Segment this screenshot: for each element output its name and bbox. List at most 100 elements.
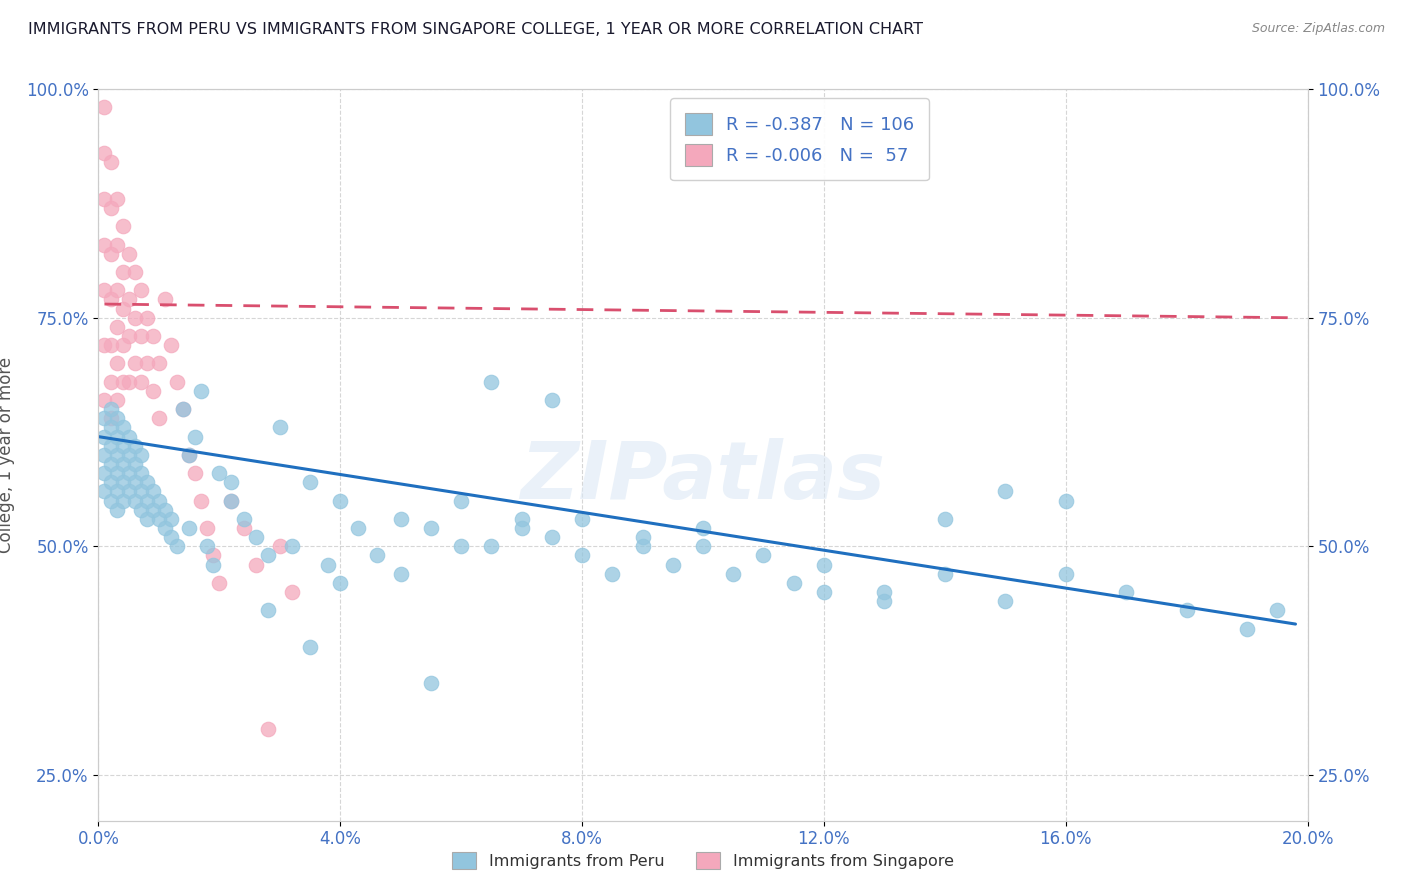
- Point: [160, 338, 183, 352]
- Point: [631, 539, 654, 553]
- Point: [105, 237, 128, 252]
- Point: [118, 246, 141, 260]
- Point: [93, 146, 115, 161]
- Point: [540, 392, 562, 407]
- Point: [245, 530, 267, 544]
- Point: [256, 723, 278, 737]
- Point: [571, 512, 593, 526]
- Point: [105, 430, 128, 444]
- Point: [135, 475, 157, 490]
- Point: [105, 283, 128, 297]
- Point: [813, 558, 835, 572]
- Point: [111, 375, 134, 389]
- Point: [111, 475, 134, 490]
- Point: [153, 521, 176, 535]
- Point: [184, 430, 207, 444]
- Point: [142, 484, 165, 499]
- Point: [129, 502, 152, 516]
- Point: [93, 430, 115, 444]
- Point: [118, 329, 141, 343]
- Point: [111, 420, 134, 434]
- Point: [118, 430, 141, 444]
- Point: [202, 549, 225, 563]
- Point: [934, 512, 956, 526]
- Point: [124, 475, 146, 490]
- Point: [221, 475, 243, 490]
- Point: [184, 467, 207, 481]
- Point: [160, 512, 183, 526]
- Point: [221, 493, 243, 508]
- Point: [179, 448, 201, 462]
- Point: [100, 439, 122, 453]
- Point: [1054, 566, 1077, 581]
- Point: [347, 521, 370, 535]
- Text: Source: ZipAtlas.com: Source: ZipAtlas.com: [1251, 22, 1385, 36]
- Point: [316, 558, 339, 572]
- Point: [232, 512, 254, 526]
- Point: [148, 493, 170, 508]
- Point: [100, 475, 122, 490]
- Point: [111, 301, 134, 316]
- Point: [118, 484, 141, 499]
- Point: [190, 493, 212, 508]
- Point: [124, 356, 146, 371]
- Point: [873, 594, 896, 608]
- Y-axis label: College, 1 year or more: College, 1 year or more: [0, 357, 14, 553]
- Point: [100, 420, 122, 434]
- Point: [124, 493, 146, 508]
- Point: [111, 493, 134, 508]
- Point: [93, 411, 115, 425]
- Point: [166, 375, 188, 389]
- Point: [329, 493, 352, 508]
- Point: [172, 402, 194, 417]
- Point: [299, 640, 322, 654]
- Point: [208, 576, 231, 591]
- Point: [124, 457, 146, 471]
- Point: [105, 356, 128, 371]
- Point: [129, 283, 152, 297]
- Point: [100, 338, 122, 352]
- Point: [93, 101, 115, 115]
- Point: [420, 521, 443, 535]
- Point: [111, 219, 134, 234]
- Text: ZIPatlas: ZIPatlas: [520, 438, 886, 516]
- Point: [124, 439, 146, 453]
- Point: [118, 448, 141, 462]
- Point: [93, 448, 115, 462]
- Point: [111, 338, 134, 352]
- Point: [1236, 622, 1258, 636]
- Point: [135, 356, 157, 371]
- Point: [281, 585, 304, 599]
- Point: [631, 530, 654, 544]
- Point: [160, 530, 183, 544]
- Point: [873, 585, 896, 599]
- Point: [752, 549, 775, 563]
- Point: [105, 411, 128, 425]
- Point: [142, 329, 165, 343]
- Point: [813, 585, 835, 599]
- Point: [142, 384, 165, 398]
- Point: [510, 512, 533, 526]
- Point: [93, 283, 115, 297]
- Point: [221, 493, 243, 508]
- Point: [135, 512, 157, 526]
- Point: [208, 467, 231, 481]
- Point: [93, 467, 115, 481]
- Point: [118, 375, 141, 389]
- Point: [202, 558, 225, 572]
- Point: [269, 539, 291, 553]
- Point: [172, 402, 194, 417]
- Point: [135, 493, 157, 508]
- Point: [153, 502, 176, 516]
- Legend: R = -0.387   N = 106, R = -0.006   N =  57: R = -0.387 N = 106, R = -0.006 N = 57: [671, 98, 929, 180]
- Point: [256, 603, 278, 617]
- Point: [129, 329, 152, 343]
- Text: IMMIGRANTS FROM PERU VS IMMIGRANTS FROM SINGAPORE COLLEGE, 1 YEAR OR MORE CORREL: IMMIGRANTS FROM PERU VS IMMIGRANTS FROM …: [28, 22, 924, 37]
- Legend: Immigrants from Peru, Immigrants from Singapore: Immigrants from Peru, Immigrants from Si…: [446, 846, 960, 875]
- Point: [105, 448, 128, 462]
- Point: [245, 558, 267, 572]
- Point: [93, 484, 115, 499]
- Point: [100, 155, 122, 169]
- Point: [105, 192, 128, 206]
- Point: [100, 457, 122, 471]
